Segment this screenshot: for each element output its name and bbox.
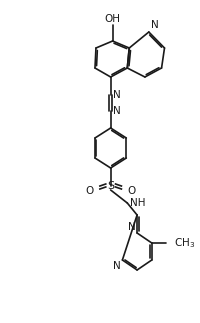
Text: OH: OH: [105, 14, 121, 24]
Text: O: O: [86, 186, 94, 196]
Text: N: N: [113, 261, 120, 271]
Text: N: N: [113, 90, 120, 100]
Text: S: S: [107, 181, 114, 191]
Text: N: N: [151, 20, 159, 30]
Text: NH: NH: [130, 198, 146, 208]
Text: CH$_3$: CH$_3$: [174, 236, 196, 250]
Text: N: N: [128, 222, 136, 232]
Text: O: O: [127, 186, 136, 196]
Text: N: N: [113, 106, 120, 116]
